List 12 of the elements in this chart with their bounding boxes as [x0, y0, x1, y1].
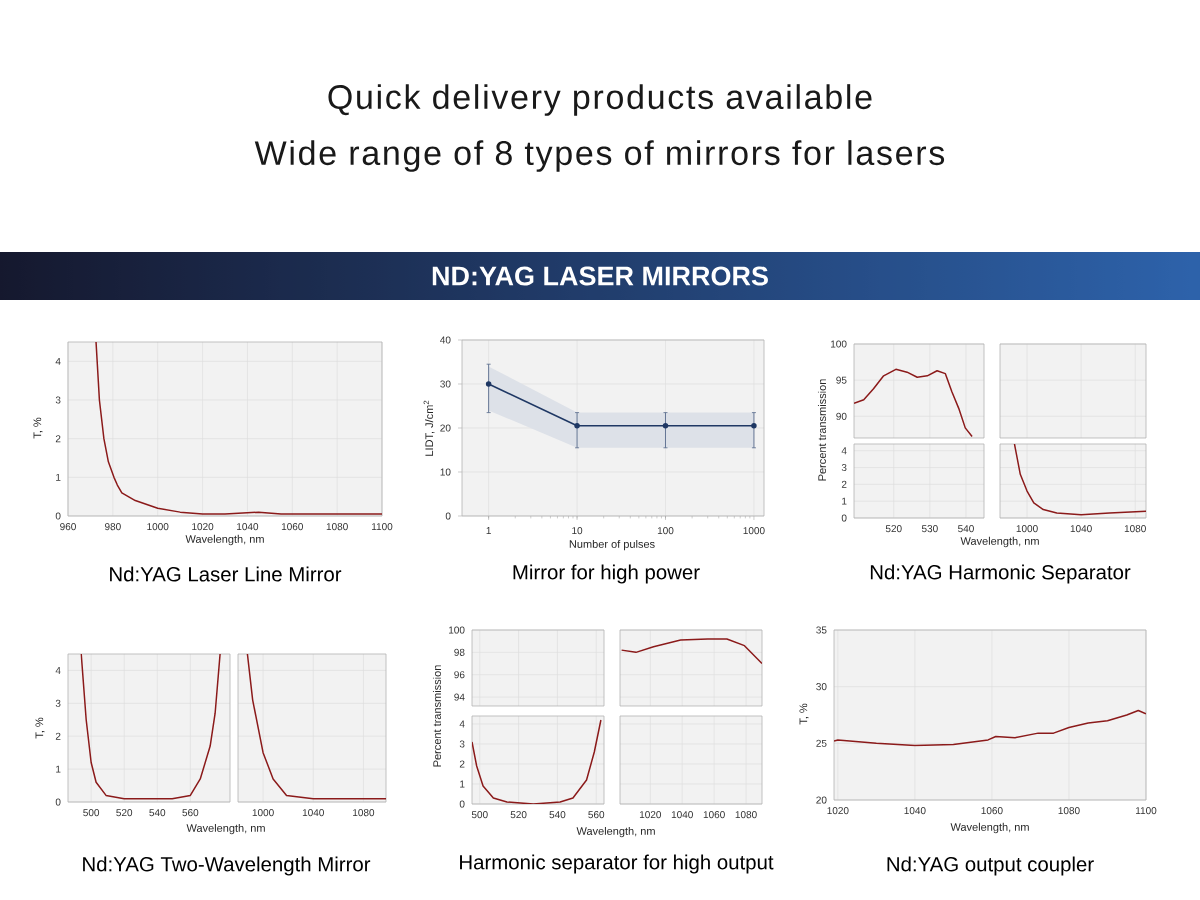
text: Nd:YAG Laser Line Mirror	[110, 566, 342, 582]
line-series	[834, 709, 1146, 747]
text: Nd:YAG output coupler	[887, 856, 1094, 876]
text: Harmonic separator for high output	[460, 854, 774, 874]
line-series	[472, 719, 602, 804]
text: Wide range of 8 types of mirrors for lasers	[254, 140, 945, 172]
text: Nd:YAG Two-Wavelength Mirror	[83, 856, 371, 876]
text: Mirror for high power	[513, 564, 700, 584]
text: Quick delivery products available	[328, 84, 872, 116]
line-series	[854, 368, 973, 438]
text: Nd:YAG Harmonic Separator	[870, 564, 1131, 584]
text: ND:YAG LASER MIRRORS	[432, 266, 768, 286]
